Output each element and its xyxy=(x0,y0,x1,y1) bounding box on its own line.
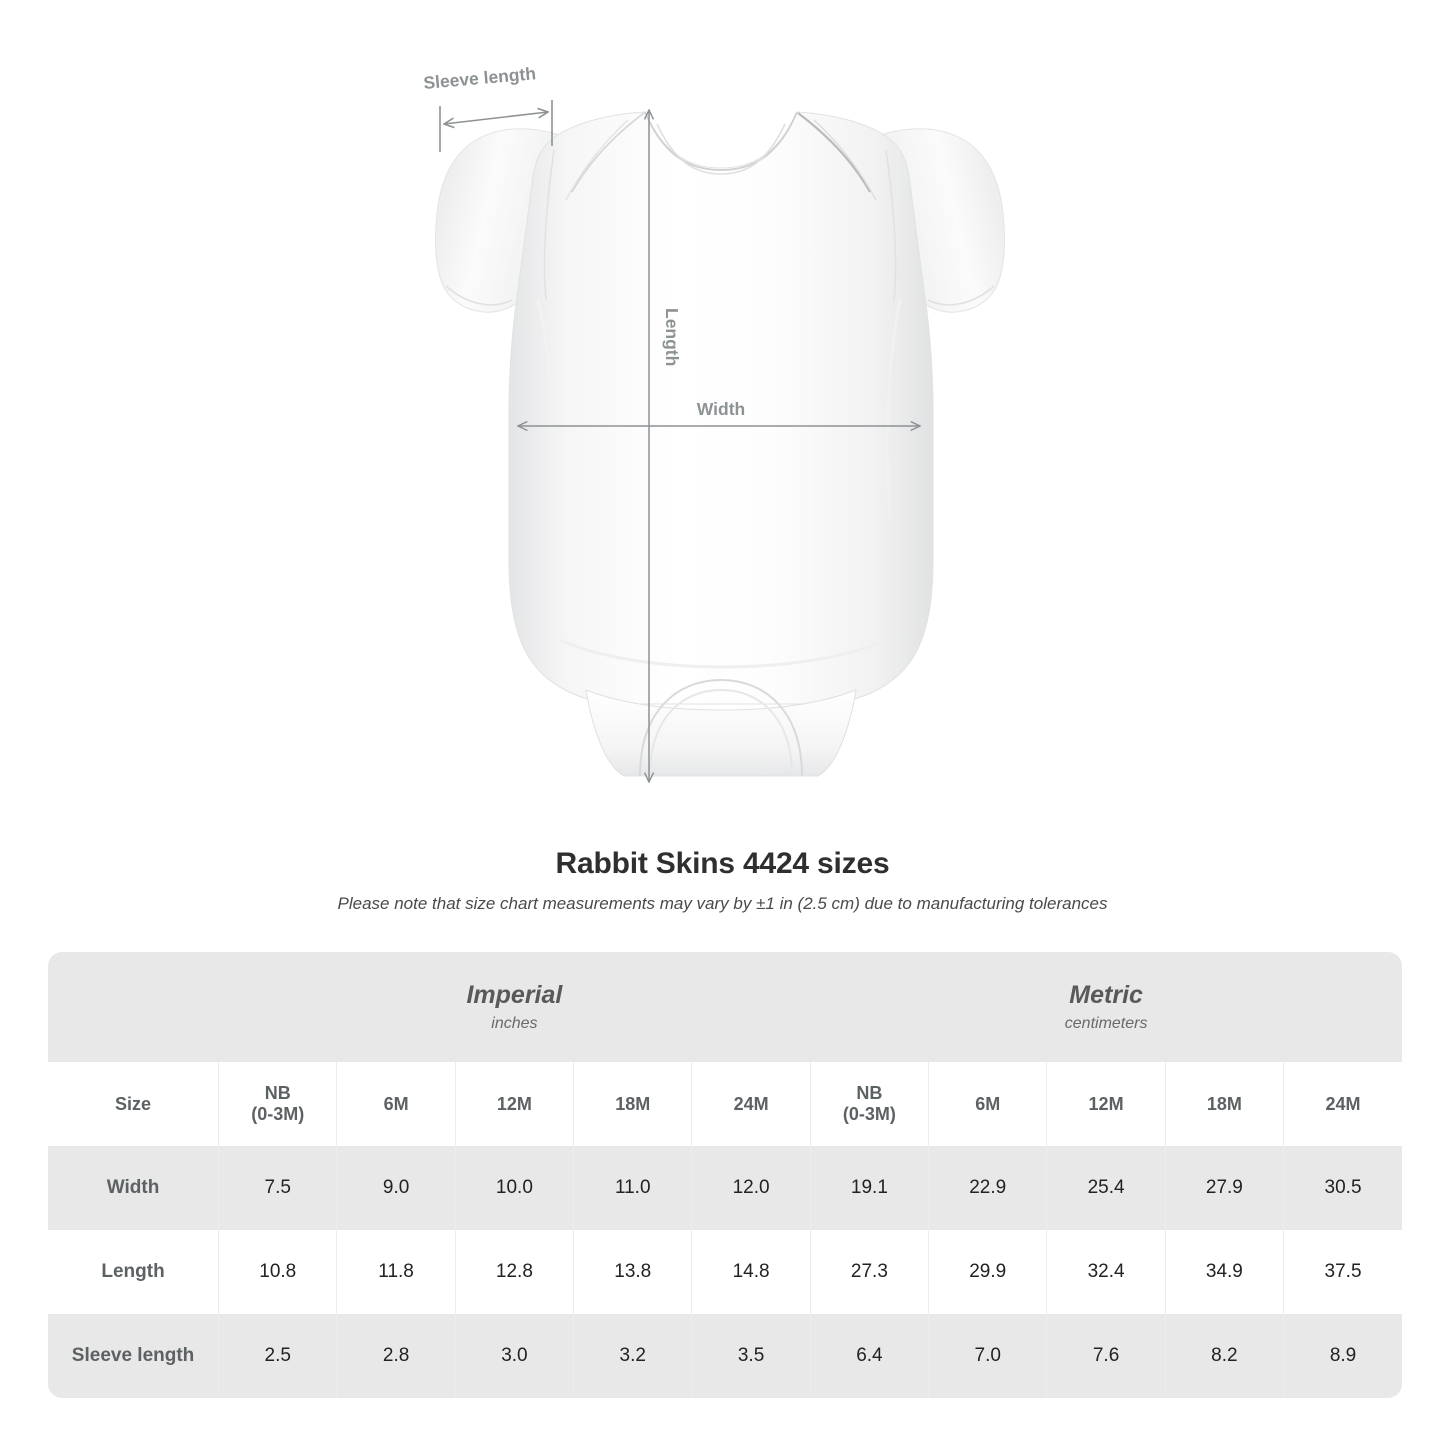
right-armhole-seam xyxy=(885,149,897,301)
size-column-header-1: 6M xyxy=(336,1062,456,1146)
size-column-label: 6M xyxy=(383,1093,409,1114)
cell-r1-c1: 11.8 xyxy=(336,1230,456,1314)
size-corner-label: Size xyxy=(48,1062,219,1146)
length-label: Length xyxy=(662,308,682,366)
cell-r1-c8: 34.9 xyxy=(1164,1230,1284,1314)
size-column-label: 12M xyxy=(1088,1093,1124,1114)
size-header-row: Size NB (0-3M) 6M 12M 18M 24M NB (0-3M) 6M 12M 18M 2… xyxy=(48,1062,1402,1146)
cell-r2-c3: 3.2 xyxy=(573,1314,692,1398)
cell-r2-c2: 3.0 xyxy=(454,1314,574,1398)
size-column-sublabel: (0-3M) xyxy=(251,1104,305,1124)
cell-r1-c4: 14.8 xyxy=(691,1230,811,1314)
unit-group-sub: centimeters xyxy=(1064,1015,1148,1032)
left-shoulder-seam-2 xyxy=(565,119,629,201)
size-column-label: 24M xyxy=(733,1093,769,1114)
unit-group-imperial: Imperial inches xyxy=(218,952,811,1062)
cell-r0-c9: 30.5 xyxy=(1283,1146,1402,1230)
bodysuit-diagram: Sleeve length Length Width xyxy=(423,63,1005,830)
cell-r2-c0: 2.5 xyxy=(218,1314,337,1398)
size-column-header-7: 12M xyxy=(1046,1062,1166,1146)
size-column-label: NB xyxy=(264,1083,291,1103)
right-shoulder-seam-2 xyxy=(813,119,877,201)
table-row: Sleeve length 2.5 2.8 3.0 3.2 3.5 6.4 7.0 7.6 8.2… xyxy=(48,1314,1402,1398)
cell-r2-c1: 2.8 xyxy=(336,1314,456,1398)
cell-r0-c6: 22.9 xyxy=(928,1146,1047,1230)
cell-r2-c5: 6.4 xyxy=(809,1314,929,1398)
size-column-label: 12M xyxy=(496,1093,532,1114)
size-chart-table-wrap: Imperial inches Metric centimeters Size NB (0-… xyxy=(48,952,1402,1398)
cell-r1-c2: 12.8 xyxy=(454,1230,574,1314)
width-annotation: Width xyxy=(518,399,920,426)
cell-r0-c8: 27.9 xyxy=(1164,1146,1284,1230)
right-shoulder-seam xyxy=(797,112,871,193)
size-column-header-8: 18M xyxy=(1164,1062,1284,1146)
garment-illustration: Sleeve length Length Width xyxy=(423,63,1005,830)
cell-r1-c0: 10.8 xyxy=(218,1230,337,1314)
length-annotation: Length xyxy=(649,110,682,782)
size-column-label: 18M xyxy=(615,1093,651,1114)
cell-r2-c8: 8.2 xyxy=(1164,1314,1284,1398)
left-shoulder-seam xyxy=(571,112,645,193)
right-cuff-hem xyxy=(927,285,995,306)
leg-opening-inner xyxy=(649,688,793,777)
table-row: Length 10.8 11.8 12.8 13.8 14.8 27.3 29.9 32.4 34… xyxy=(48,1230,1402,1314)
unit-group-row: Imperial inches Metric centimeters xyxy=(48,952,1402,1062)
cell-r0-c0: 7.5 xyxy=(218,1146,337,1230)
cell-r1-c6: 29.9 xyxy=(928,1230,1047,1314)
unit-group-metric: Metric centimeters xyxy=(810,952,1402,1062)
title-block: Rabbit Skins 4424 sizes Please note that… xyxy=(0,845,1445,915)
size-column-label: NB xyxy=(856,1083,883,1103)
left-cuff-hem xyxy=(445,285,513,306)
cell-r1-c9: 37.5 xyxy=(1283,1230,1402,1314)
garment-shape xyxy=(435,111,1005,777)
cell-r2-c9: 8.9 xyxy=(1283,1314,1402,1398)
size-column-sublabel: (0-3M) xyxy=(842,1104,896,1124)
page-title: Rabbit Skins 4424 sizes xyxy=(555,847,890,880)
unit-group-name: Imperial xyxy=(466,981,563,1009)
cell-r1-c7: 32.4 xyxy=(1046,1230,1166,1314)
tolerance-note: Please note that size chart measurements… xyxy=(337,894,1108,913)
size-column-header-6: 6M xyxy=(928,1062,1047,1146)
size-column-label: 6M xyxy=(975,1093,1001,1114)
size-column-header-0: NB (0-3M) xyxy=(218,1062,337,1146)
cell-r2-c6: 7.0 xyxy=(928,1314,1047,1398)
neckline-outer xyxy=(644,111,798,171)
cell-r2-c4: 3.5 xyxy=(691,1314,811,1398)
size-column-label: 24M xyxy=(1325,1093,1361,1114)
cell-r0-c1: 9.0 xyxy=(336,1146,456,1230)
cell-r0-c4: 12.0 xyxy=(691,1146,811,1230)
size-column-header-3: 18M xyxy=(573,1062,692,1146)
size-column-header-9: 24M xyxy=(1283,1062,1402,1146)
size-column-header-4: 24M xyxy=(691,1062,811,1146)
row-label-length: Length xyxy=(48,1230,219,1314)
cell-r0-c3: 11.0 xyxy=(573,1146,692,1230)
row-label-width: Width xyxy=(48,1146,219,1230)
cell-r1-c5: 27.3 xyxy=(809,1230,929,1314)
cell-r2-c7: 7.6 xyxy=(1046,1314,1166,1398)
table-row: Width 7.5 9.0 10.0 11.0 12.0 19.1 22.9 25.4 27.9 3… xyxy=(48,1146,1402,1230)
width-label: Width xyxy=(697,399,745,419)
size-column-header-5: NB (0-3M) xyxy=(809,1062,929,1146)
fabric-fold-1 xyxy=(536,299,555,521)
size-column-label: 18M xyxy=(1206,1093,1242,1114)
cell-r0-c5: 19.1 xyxy=(809,1146,929,1230)
fabric-fold-3 xyxy=(559,638,887,669)
neckline-rib xyxy=(656,123,786,175)
sleeve-length-arrow xyxy=(444,112,548,124)
unit-row-spacer xyxy=(48,952,219,1062)
fabric-fold-2 xyxy=(885,299,902,521)
size-chart-table: Imperial inches Metric centimeters Size NB (0-… xyxy=(48,952,1402,1398)
left-armhole-seam xyxy=(543,149,555,301)
cell-r1-c3: 13.8 xyxy=(573,1230,692,1314)
unit-group-sub: inches xyxy=(491,1015,538,1032)
cell-r0-c2: 10.0 xyxy=(454,1146,574,1230)
sleeve-length-label: Sleeve length xyxy=(423,63,537,93)
row-label-sleeve-length: Sleeve length xyxy=(48,1314,219,1398)
cell-r0-c7: 25.4 xyxy=(1046,1146,1166,1230)
size-column-header-2: 12M xyxy=(454,1062,574,1146)
unit-group-name: Metric xyxy=(1069,981,1143,1009)
